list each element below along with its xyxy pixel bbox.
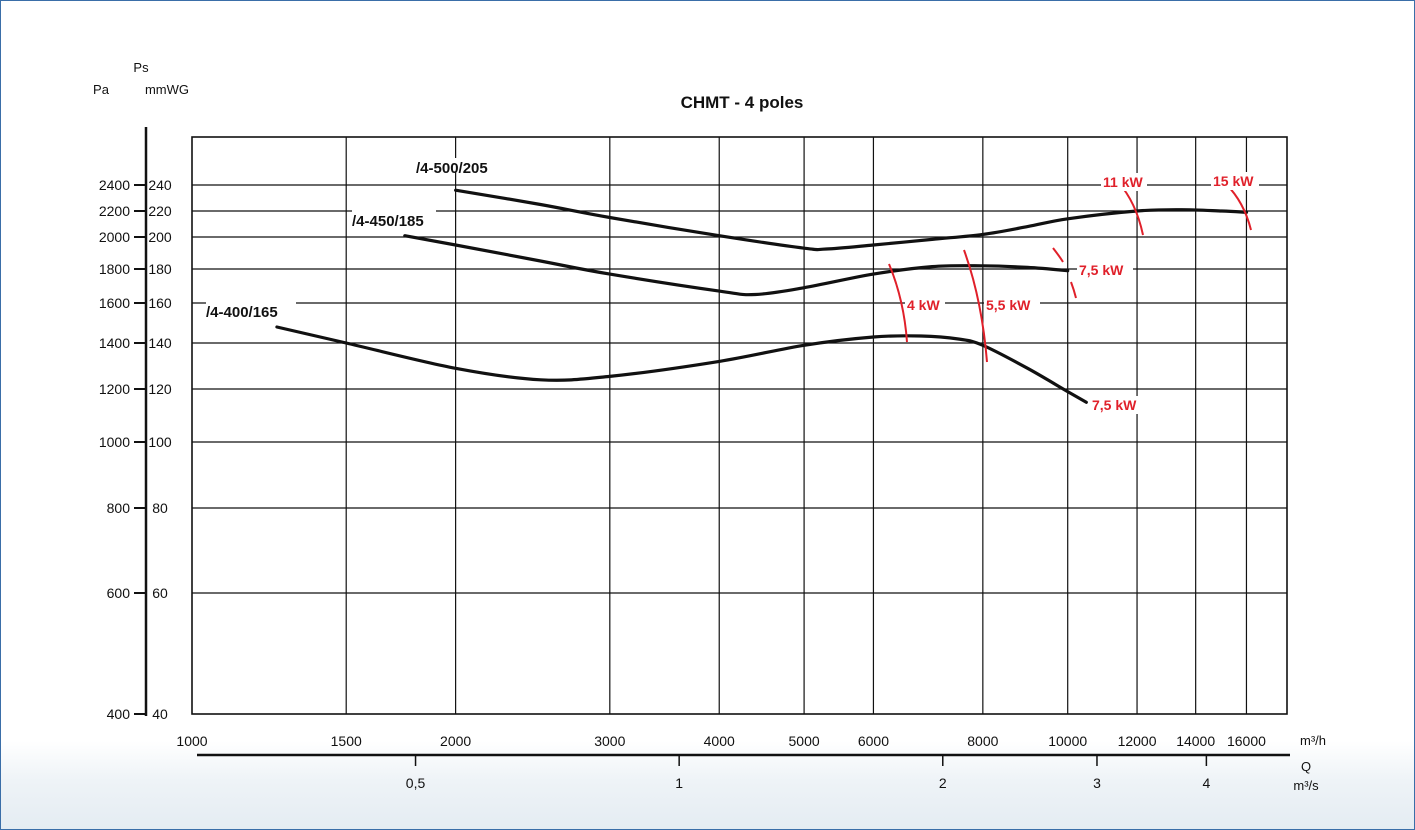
y-axis-top-label: Ps	[133, 60, 149, 75]
y-tick-label-pa: 2000	[99, 229, 130, 245]
power-label: 7,5 kW	[1092, 397, 1137, 413]
power-limit-arc	[963, 249, 988, 363]
curve-450-185-label: /4-450/185	[352, 213, 424, 230]
x-tick-label-m3s: 3	[1093, 775, 1101, 791]
curve-500-205-line	[454, 188, 1249, 252]
x-tick-label-m3s: 1	[675, 775, 683, 791]
y-tick-label-mmwg: 100	[148, 434, 172, 450]
power-label: 15 kW	[1213, 173, 1254, 189]
curve-400-165-label: /4-400/165	[206, 304, 278, 321]
y-tick-label-mmwg: 220	[148, 203, 172, 219]
y-tick-label-pa: 600	[107, 585, 131, 601]
x-tick-label-m3h: 1500	[331, 733, 362, 749]
power-label: 7,5 kW	[1079, 262, 1124, 278]
y-tick-label-mmwg: 120	[148, 381, 172, 397]
y-tick-label-pa: 400	[107, 706, 131, 722]
x-tick-label-m3h: 3000	[594, 733, 625, 749]
y-axis-label-mmwg: mmWG	[145, 82, 189, 97]
power-label: 5,5 kW	[986, 297, 1031, 313]
y-tick-label-mmwg: 240	[148, 177, 172, 193]
x-tick-label-m3h: 8000	[967, 733, 998, 749]
y-axis-label-pa: Pa	[93, 82, 110, 97]
power-limit-arc	[1070, 281, 1077, 299]
x-tick-label-m3s: 2	[939, 775, 947, 791]
x-tick-label-m3h: 2000	[440, 733, 471, 749]
power-label-bg	[1090, 396, 1146, 414]
x-tick-label-m3h: 5000	[789, 733, 820, 749]
y-tick-label-mmwg: 200	[148, 229, 172, 245]
curve-450-185-line	[403, 234, 1070, 297]
x-axis-unit-m3h: m³/h	[1300, 733, 1326, 748]
power-limit-arc	[1052, 247, 1064, 263]
power-label-bg	[1077, 261, 1133, 279]
y-tick-label-mmwg: 80	[152, 500, 168, 516]
x-tick-label-m3s: 0,5	[406, 775, 426, 791]
x-tick-label-m3h: 12000	[1118, 733, 1157, 749]
y-tick-label-mmwg: 60	[152, 585, 168, 601]
x-tick-label-m3h: 14000	[1176, 733, 1215, 749]
power-limit-arc	[1225, 183, 1252, 231]
y-tick-label-pa: 1200	[99, 381, 130, 397]
y-tick-label-pa: 1800	[99, 261, 130, 277]
power-label-bg	[905, 296, 945, 314]
x-tick-label-m3h: 6000	[858, 733, 889, 749]
y-tick-label-mmwg: 180	[148, 261, 172, 277]
y-tick-label-pa: 2200	[99, 203, 130, 219]
y-tick-label-mmwg: 160	[148, 295, 172, 311]
x-axis-q-label: Q	[1301, 759, 1311, 774]
plot-area	[191, 136, 1288, 715]
power-label: 11 kW	[1103, 174, 1143, 190]
power-label-bg	[984, 296, 1040, 314]
y-tick-label-pa: 1400	[99, 335, 130, 351]
curve-400-165-line	[275, 325, 1088, 404]
x-tick-label-m3s: 4	[1202, 775, 1210, 791]
curve-500-205-label: /4-500/205	[416, 160, 488, 177]
chart-title: CHMT - 4 poles	[681, 93, 804, 112]
x-axis-unit-m3s: m³/s	[1293, 778, 1319, 793]
y-tick-label-mmwg: 140	[148, 335, 172, 351]
y-tick-label-mmwg: 40	[152, 706, 168, 722]
y-tick-label-pa: 1000	[99, 434, 130, 450]
x-tick-label-m3h: 16000	[1227, 733, 1266, 749]
x-tick-label-m3h: 4000	[704, 733, 735, 749]
y-tick-label-pa: 800	[107, 500, 131, 516]
x-tick-label-m3h: 10000	[1048, 733, 1087, 749]
power-limit-arc	[888, 263, 908, 343]
y-tick-label-pa: 2400	[99, 177, 130, 193]
power-label: 4 kW	[907, 297, 940, 313]
x-tick-label-m3h: 1000	[176, 733, 207, 749]
power-label-bg	[1101, 173, 1147, 191]
power-label-bg	[1211, 172, 1259, 190]
y-tick-label-pa: 1600	[99, 295, 130, 311]
